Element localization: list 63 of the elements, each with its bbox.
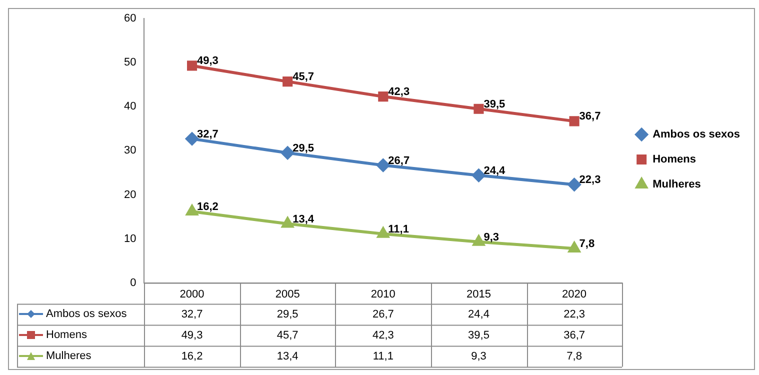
data-label: 26,7 [372, 308, 394, 320]
y-tick-label: 50 [124, 56, 136, 69]
y-tick-label: 40 [124, 100, 136, 113]
point [474, 104, 484, 114]
data-label: 7,8 [566, 350, 582, 362]
text: 36,7 [579, 110, 601, 123]
data-label: 42,3 [372, 329, 394, 342]
x-tick-label: 2010 [370, 288, 396, 300]
point [186, 132, 199, 146]
text: 39,5 [484, 98, 506, 110]
x-tick-label: 2020 [562, 288, 587, 300]
text: 13,4 [292, 213, 314, 226]
legend-label: Homens [652, 154, 696, 166]
data-label: 22,3 [564, 308, 586, 320]
data-label: 49,3 [181, 329, 203, 342]
text: Homens [46, 329, 87, 342]
y-tick-label: 0 [130, 276, 136, 289]
y-tick-label: 30 [124, 144, 136, 157]
point [378, 92, 388, 102]
point [281, 146, 294, 160]
text: 16,2 [197, 200, 218, 213]
point [376, 158, 390, 172]
data-label: 29,5 [276, 308, 298, 320]
y-tick-label: 10 [124, 232, 136, 245]
data-label: 11,1 [372, 350, 394, 362]
x-tick-label: 2015 [466, 288, 491, 300]
point [472, 235, 485, 246]
data-label: 9,3 [471, 350, 486, 362]
legend-label: Mulheres [652, 178, 701, 191]
point [377, 227, 389, 238]
data-label: 39,5 [468, 329, 490, 342]
text: 49,3 [197, 55, 218, 68]
data-label: 16,2 [181, 350, 203, 362]
text: Mulheres [46, 350, 92, 362]
point [186, 60, 198, 71]
text: 42,3 [388, 86, 410, 98]
text: 9,3 [484, 231, 500, 244]
text: Ambos os sexos [46, 308, 127, 320]
x-tick-label: 2005 [275, 288, 300, 300]
data-label: 13,4 [276, 350, 298, 362]
data-label: 36,7 [564, 329, 586, 342]
data-label: 24,4 [468, 308, 490, 320]
point [472, 168, 486, 182]
data-label: 32,7 [181, 308, 203, 320]
y-tick-label: 20 [124, 188, 136, 201]
point [282, 217, 294, 228]
legend-label: Ambos os sexos [652, 128, 740, 141]
point [186, 204, 198, 216]
text: 7,8 [579, 238, 595, 250]
point [568, 242, 580, 252]
text: 29,5 [292, 142, 314, 154]
y-tick-label: 60 [124, 12, 136, 25]
text: 26,7 [388, 154, 410, 167]
point [569, 116, 580, 126]
text: 11,1 [388, 223, 409, 236]
text: 45,7 [292, 71, 314, 84]
data-label: 45,7 [276, 329, 298, 342]
text: 22,3 [579, 174, 601, 186]
text: 24,4 [484, 164, 506, 177]
text: 32,7 [197, 128, 218, 140]
x-tick-label: 2000 [180, 288, 204, 300]
point [282, 76, 293, 87]
point [568, 178, 581, 192]
